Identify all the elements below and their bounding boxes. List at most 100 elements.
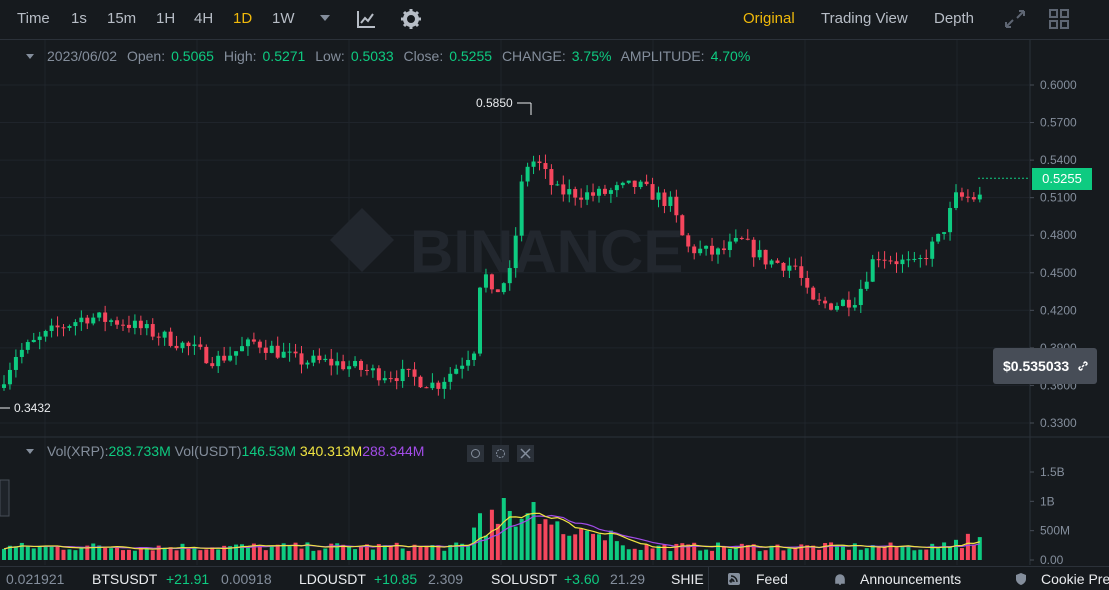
candle-body [31, 339, 36, 343]
candle-body [311, 355, 316, 363]
volume-bar [942, 542, 947, 560]
candle-body [406, 368, 411, 370]
volume-bar [210, 547, 215, 560]
max-price-marker: 0.5850 [476, 96, 513, 110]
volume-bar [680, 543, 685, 560]
candle-body [698, 248, 703, 254]
fullscreen-icon[interactable] [1004, 9, 1026, 29]
open-value: 0.5065 [171, 48, 214, 64]
candle-body [234, 351, 239, 356]
volume-bar [400, 548, 405, 560]
volume-bar [370, 549, 375, 560]
candle-body [858, 288, 863, 306]
volume-bar [805, 545, 810, 560]
settings-gear-icon[interactable] [400, 8, 422, 30]
candle-body [359, 360, 363, 370]
volume-bar [55, 546, 60, 560]
ticker-symbol-ldousdt[interactable]: LDOUSDT [299, 571, 366, 587]
open-label: Open: [126, 48, 166, 64]
candle-body [775, 260, 780, 263]
timeframe-1d[interactable]: 1D [233, 10, 253, 27]
candle-body [382, 378, 387, 381]
ticker-change-ldousdt: +10.85 [374, 571, 418, 587]
view-original-tab[interactable]: Original [743, 10, 795, 27]
view-trading-view-tab[interactable]: Trading View [821, 10, 908, 27]
volume-bar [364, 544, 369, 560]
low-label: Low: [315, 48, 345, 64]
volume-visibility-icon[interactable] [467, 445, 484, 462]
candle-body [376, 368, 381, 381]
candle-body [555, 184, 560, 186]
ticker-price-0[interactable]: 0.021921 [6, 571, 65, 587]
timeframe-1s[interactable]: 1s [71, 10, 87, 27]
volume-settings-icon[interactable] [492, 445, 509, 462]
candle-body [632, 180, 637, 188]
volume-bar [376, 544, 381, 560]
timeframe-4h[interactable]: 4H [194, 10, 214, 27]
volume-bar [281, 543, 286, 560]
candle-body [275, 345, 280, 358]
feed-link[interactable]: Feed [756, 571, 788, 587]
candle-body [263, 347, 268, 353]
candle-body [495, 289, 500, 293]
volume-axis-label: 1.5B [1040, 465, 1065, 479]
volume-bar [930, 543, 935, 560]
timeframe-time[interactable]: Time [17, 10, 50, 27]
hover-price-tag[interactable]: $0.535033 [993, 348, 1097, 384]
candle-body [573, 189, 578, 198]
volume-bar [115, 547, 120, 560]
indicator-icon[interactable] [355, 8, 377, 30]
volume-bar [311, 550, 316, 560]
view-depth-tab[interactable]: Depth [934, 10, 975, 27]
candle-body [454, 368, 459, 374]
candle-body [192, 344, 197, 347]
volume-bar [936, 548, 941, 560]
candle-body [329, 358, 334, 366]
volume-bar [948, 546, 953, 560]
candle-body [489, 274, 494, 290]
timeframe-1w[interactable]: 1W [272, 10, 295, 27]
volume-bar [168, 547, 173, 560]
volume-bar [965, 533, 970, 560]
cookie-preferences-link[interactable]: Cookie Pre [1041, 571, 1109, 587]
candle-body [602, 188, 607, 194]
candle-body [930, 241, 935, 259]
volume-bar [43, 546, 48, 560]
candlestick-chart[interactable]: BINANCE 0.6000 0.5700 0.5400 0.5100 0.4800 0.4… [0, 40, 1109, 566]
candle-body [61, 327, 66, 329]
volume-bar [597, 534, 601, 560]
candle-body [829, 303, 834, 310]
volume-ma-line-yellow [3, 512, 980, 550]
ticker-symbol-solusdt[interactable]: SOLUSDT [491, 571, 558, 587]
volume-bar [757, 551, 762, 560]
timeframe-1h[interactable]: 1H [156, 10, 176, 27]
high-value: 0.5271 [262, 48, 306, 64]
ticker-symbol-shie[interactable]: SHIE [671, 571, 704, 587]
candle-body [85, 317, 90, 324]
volume-bar [132, 550, 137, 560]
volume-collapse-chevron-icon[interactable] [25, 448, 35, 456]
volume-bar [186, 548, 191, 560]
volume-bar [460, 543, 465, 560]
candle-body [704, 245, 709, 249]
announcements-link[interactable]: Announcements [860, 571, 962, 587]
candle-body [787, 265, 792, 271]
chart-toolbar: Time 1s 15m 1H 4H 1D 1W Original Trading… [0, 0, 1109, 40]
candle-body [763, 249, 768, 265]
price-axis-label: 0.6000 [1040, 78, 1077, 92]
candle-body [644, 181, 649, 185]
candle-body [388, 378, 393, 380]
volume-bar [626, 549, 631, 560]
collapse-chevron-icon[interactable] [25, 53, 35, 61]
volume-bar [7, 545, 12, 560]
candle-body [864, 281, 869, 289]
vol-usdt-value: 146.53M [241, 443, 297, 459]
volume-bar [61, 549, 66, 560]
timeframe-15m[interactable]: 15m [107, 10, 137, 27]
min-price-marker: 0.3432 [14, 401, 51, 415]
ticker-symbol-btsusdt[interactable]: BTSUSDT [92, 571, 158, 587]
candle-body [37, 336, 42, 340]
chevron-down-icon[interactable] [318, 13, 332, 23]
grid-layout-icon[interactable] [1048, 9, 1070, 29]
candle-body [900, 259, 905, 265]
